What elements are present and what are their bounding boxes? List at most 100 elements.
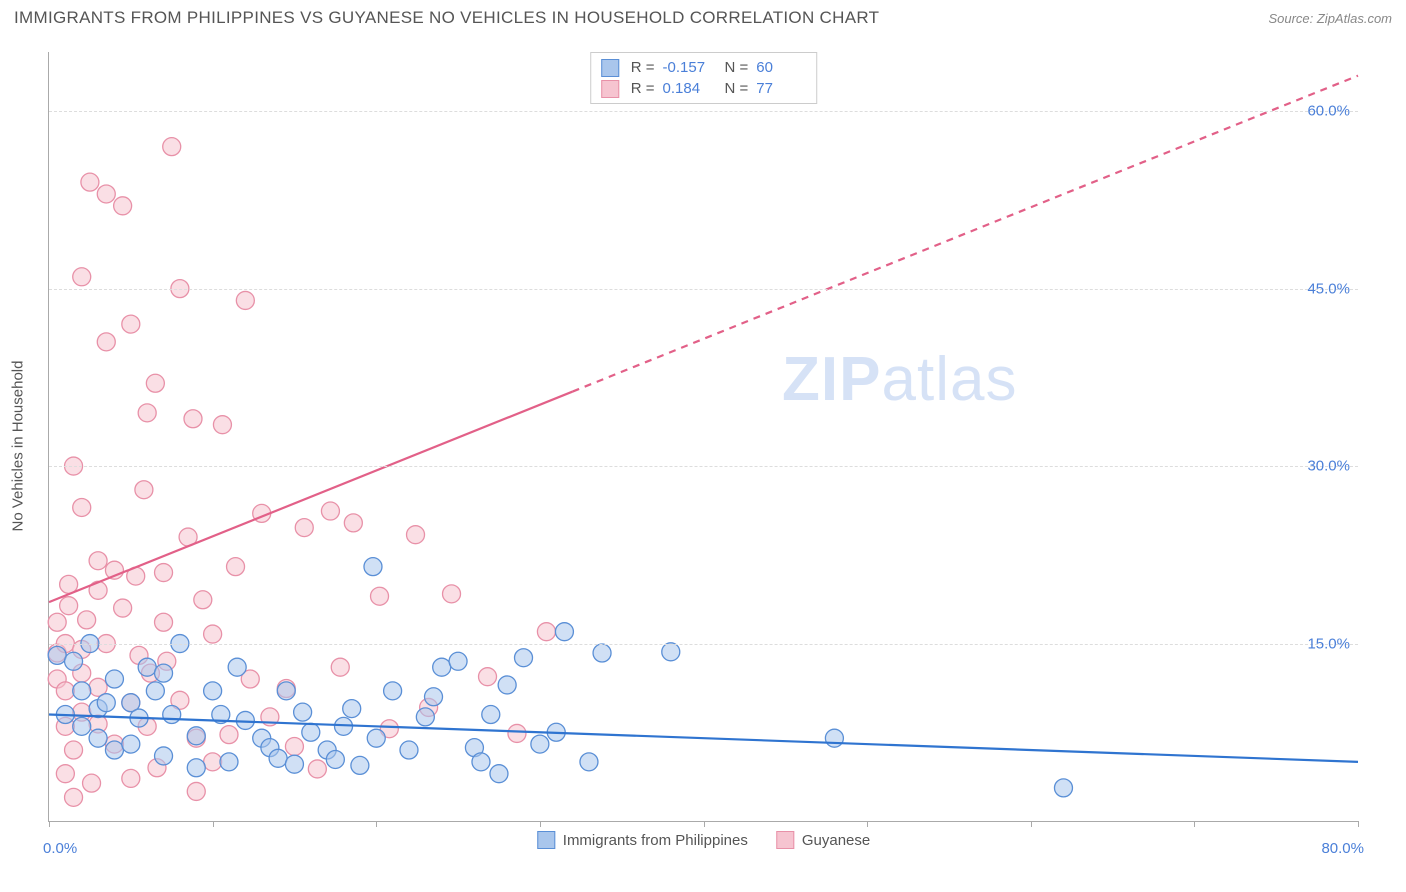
scatter-point <box>187 782 205 800</box>
scatter-point <box>163 706 181 724</box>
n-value-blue: 60 <box>756 57 806 78</box>
scatter-point <box>515 649 533 667</box>
scatter-point <box>163 138 181 156</box>
y-tick-label: 45.0% <box>1307 280 1350 297</box>
scatter-point <box>400 741 418 759</box>
r-value-pink: 0.184 <box>663 78 713 99</box>
y-tick-label: 15.0% <box>1307 635 1350 652</box>
scatter-point <box>83 774 101 792</box>
x-tick <box>1358 821 1359 827</box>
scatter-point <box>443 585 461 603</box>
scatter-point <box>1054 779 1072 797</box>
scatter-point <box>89 729 107 747</box>
scatter-point <box>122 315 140 333</box>
scatter-point <box>122 735 140 753</box>
scatter-point <box>407 526 425 544</box>
chart-title: IMMIGRANTS FROM PHILIPPINES VS GUYANESE … <box>14 8 879 28</box>
scatter-point <box>114 599 132 617</box>
x-tick <box>1031 821 1032 827</box>
y-tick-label: 60.0% <box>1307 103 1350 120</box>
trend-line <box>49 715 1358 762</box>
scatter-point <box>331 658 349 676</box>
scatter-point <box>138 658 156 676</box>
scatter-point <box>367 729 385 747</box>
grid-line <box>49 644 1358 645</box>
scatter-point <box>472 753 490 771</box>
scatter-point <box>114 197 132 215</box>
scatter-point <box>194 591 212 609</box>
scatter-point <box>490 765 508 783</box>
x-tick <box>1194 821 1195 827</box>
scatter-point <box>662 643 680 661</box>
legend-item-blue: Immigrants from Philippines <box>537 831 748 849</box>
scatter-point <box>204 682 222 700</box>
scatter-point <box>155 613 173 631</box>
scatter-point <box>220 726 238 744</box>
scatter-point <box>73 717 91 735</box>
legend-item-pink: Guyanese <box>776 831 870 849</box>
scatter-point <box>351 756 369 774</box>
swatch-blue <box>601 59 619 77</box>
scatter-point <box>449 652 467 670</box>
scatter-point <box>302 723 320 741</box>
scatter-point <box>155 747 173 765</box>
scatter-point <box>65 788 83 806</box>
scatter-point <box>187 727 205 745</box>
legend-label-blue: Immigrants from Philippines <box>563 832 748 849</box>
scatter-point <box>146 374 164 392</box>
scatter-point <box>425 688 443 706</box>
x-tick <box>540 821 541 827</box>
scatter-point <box>73 498 91 516</box>
scatter-point <box>537 623 555 641</box>
scatter-point <box>105 670 123 688</box>
legend-label-pink: Guyanese <box>802 832 870 849</box>
swatch-pink <box>601 80 619 98</box>
scatter-point <box>97 694 115 712</box>
scatter-point <box>155 664 173 682</box>
scatter-point <box>344 514 362 532</box>
source-attribution: Source: ZipAtlas.com <box>1268 11 1392 26</box>
x-end-label: 80.0% <box>1321 840 1364 857</box>
scatter-point <box>204 625 222 643</box>
stats-row-pink: R = 0.184 N = 77 <box>601 78 807 99</box>
y-tick-label: 30.0% <box>1307 458 1350 475</box>
x-tick <box>704 821 705 827</box>
scatter-point <box>433 658 451 676</box>
scatter-point <box>236 291 254 309</box>
scatter-point <box>294 703 312 721</box>
x-tick <box>49 821 50 827</box>
bottom-legend: Immigrants from Philippines Guyanese <box>537 831 870 849</box>
scatter-point <box>285 737 303 755</box>
scatter-point <box>56 682 74 700</box>
n-value-pink: 77 <box>756 78 806 99</box>
scatter-point <box>89 552 107 570</box>
trend-line <box>49 392 573 603</box>
r-label: R = <box>631 57 655 78</box>
x-tick <box>867 821 868 827</box>
scatter-point <box>73 682 91 700</box>
r-label: R = <box>631 78 655 99</box>
stats-legend: R = -0.157 N = 60 R = 0.184 N = 77 <box>590 52 818 104</box>
scatter-point <box>498 676 516 694</box>
scatter-point <box>135 481 153 499</box>
scatter-point <box>555 623 573 641</box>
scatter-point <box>78 611 96 629</box>
scatter-point <box>73 268 91 286</box>
scatter-point <box>531 735 549 753</box>
scatter-point <box>65 741 83 759</box>
scatter-point <box>97 185 115 203</box>
scatter-point <box>48 646 66 664</box>
r-value-blue: -0.157 <box>663 57 713 78</box>
scatter-point <box>371 587 389 605</box>
n-label: N = <box>725 57 749 78</box>
scatter-point <box>122 769 140 787</box>
scatter-point <box>48 613 66 631</box>
plot-area: ZIPatlas R = -0.157 N = 60 R = 0.184 N =… <box>48 52 1358 822</box>
scatter-point <box>269 749 287 767</box>
scatter-point <box>228 658 246 676</box>
scatter-point <box>825 729 843 747</box>
scatter-point <box>227 558 245 576</box>
scatter-point <box>105 741 123 759</box>
scatter-point <box>295 519 313 537</box>
scatter-point <box>326 750 344 768</box>
